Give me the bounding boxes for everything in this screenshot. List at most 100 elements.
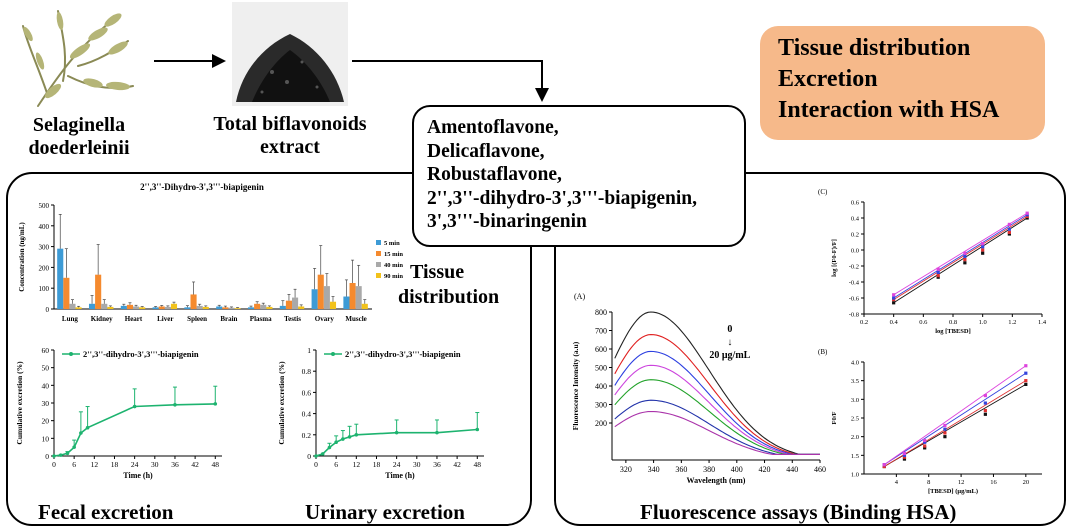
y-tick-label: 200 xyxy=(595,419,607,428)
category-label: Liver xyxy=(157,315,173,323)
fit-line xyxy=(893,212,1028,296)
spectrum-line xyxy=(614,311,820,455)
compound-1: Amentoflavone, xyxy=(427,117,559,138)
y-axis-label: F0/F xyxy=(831,411,838,424)
data-point xyxy=(52,454,56,458)
x-tick-label: 18 xyxy=(373,460,381,469)
y-tick-label: 40 xyxy=(42,381,50,390)
x-tick-label: 0 xyxy=(314,460,318,469)
bar xyxy=(285,300,293,309)
data-point xyxy=(1007,222,1011,226)
data-point xyxy=(79,431,83,435)
data-point xyxy=(1007,227,1011,231)
y-tick-label: 4.0 xyxy=(851,360,859,367)
legend-swatch xyxy=(376,262,381,267)
bar xyxy=(57,248,64,309)
bar xyxy=(349,283,356,309)
y-tick-label: 50 xyxy=(42,364,50,373)
y-tick-label: 0.2 xyxy=(851,232,859,239)
data-point xyxy=(1024,382,1028,386)
y-tick-label: 2.0 xyxy=(851,434,859,441)
data-point xyxy=(902,453,907,457)
category-label: Brain xyxy=(220,315,237,323)
y-tick-label: -0.6 xyxy=(849,296,860,303)
data-point xyxy=(936,267,940,271)
bar xyxy=(311,289,318,309)
data-point xyxy=(1024,371,1028,375)
data-point xyxy=(320,452,325,456)
bar xyxy=(120,305,127,309)
y-tick-label: 20 xyxy=(42,417,50,426)
data-point xyxy=(943,431,947,435)
extract-label: Total biflavonoids extract xyxy=(213,113,367,158)
data-point xyxy=(58,453,63,457)
bar xyxy=(126,304,134,309)
x-tick-label: 0.4 xyxy=(890,319,899,326)
x-tick-label: 1.0 xyxy=(979,319,987,326)
x-axis-label: Time (h) xyxy=(385,471,415,480)
compound-4: 2'',3''-dihydro-3',3'''-biapigenin, xyxy=(427,187,697,209)
y-tick-label: 700 xyxy=(595,327,607,336)
arrow-down-icon xyxy=(352,60,549,102)
data-point xyxy=(936,275,940,279)
fecal-label: Fecal excretion xyxy=(38,500,174,524)
legend-label: 90 min xyxy=(384,273,403,280)
category-label: Spleen xyxy=(187,315,207,323)
y-tick-label: 10 xyxy=(42,434,50,443)
tissue-label: Tissue distribution xyxy=(398,261,500,308)
data-point xyxy=(1024,379,1028,383)
fit-line xyxy=(884,384,1027,467)
bar xyxy=(298,306,305,309)
series-line xyxy=(53,403,216,457)
x-tick-label: 320 xyxy=(620,465,632,474)
bar xyxy=(170,303,178,309)
category-label: Lung xyxy=(62,315,78,323)
x-axis-label: Time (h) xyxy=(123,471,153,480)
bar xyxy=(101,303,108,309)
topic-hsa: Interaction with HSA xyxy=(778,97,1000,123)
bar xyxy=(196,305,203,309)
x-tick-label: 48 xyxy=(474,460,482,469)
category-label: Heart xyxy=(125,315,143,323)
panel-letter: (A) xyxy=(574,292,585,301)
data-point xyxy=(882,463,886,467)
data-point xyxy=(892,301,896,305)
y-tick-label: 500 xyxy=(39,202,50,210)
data-point xyxy=(85,425,90,430)
data-point xyxy=(435,430,439,435)
x-tick-label: 0 xyxy=(52,460,56,469)
y-axis-label: Cumulative excretion (%) xyxy=(277,361,286,445)
y-tick-label: 1 xyxy=(307,346,311,355)
study-topics-box: Tissue distribution Excretion Interactio… xyxy=(760,26,1045,140)
compound-3: Robustaflavone, xyxy=(427,164,562,185)
x-axis-label: Wavelength (nm) xyxy=(687,476,746,485)
urinary-excretion-chart: 1 0.8 0.6 0.4 0.2 00 6 12 18 24 30 36 42 48 Time (h) Cu… xyxy=(277,346,484,480)
spectrum-line xyxy=(614,399,820,455)
y-axis-label: Fluorescence Intensity (a.u) xyxy=(571,341,580,430)
x-tick-label: 16 xyxy=(990,479,997,486)
data-point xyxy=(314,454,318,458)
data-point xyxy=(923,440,927,444)
bar xyxy=(202,306,209,309)
y-tick-label: -0.4 xyxy=(849,280,860,287)
series-line xyxy=(315,428,478,457)
y-tick-label: 3.0 xyxy=(851,397,859,404)
data-point xyxy=(902,451,907,456)
bar xyxy=(190,294,197,309)
y-tick-label: 400 xyxy=(595,382,607,391)
spectrum-line xyxy=(614,410,820,455)
topic-excretion: Excretion xyxy=(778,66,878,92)
bar xyxy=(292,297,299,309)
x-tick-label: 400 xyxy=(731,465,743,474)
y-tick-label: 0 xyxy=(46,306,50,314)
bar xyxy=(266,306,273,309)
x-tick-label: 18 xyxy=(111,460,119,469)
fit-line xyxy=(883,365,1027,466)
data-point xyxy=(341,437,345,441)
legend-label: 2'',3''-dihydro-3',3'''-biapigenin xyxy=(83,349,199,359)
legend-label: 5 min xyxy=(384,240,400,247)
fluorescence-spectra-chart: (A) 800 700 600 500 400 300 200 320 340 360 380 400 4… xyxy=(571,292,826,485)
x-tick-label: 12 xyxy=(91,460,99,469)
x-axis-label: log [TBESD] xyxy=(935,328,971,335)
category-label: Ovary xyxy=(315,315,335,323)
